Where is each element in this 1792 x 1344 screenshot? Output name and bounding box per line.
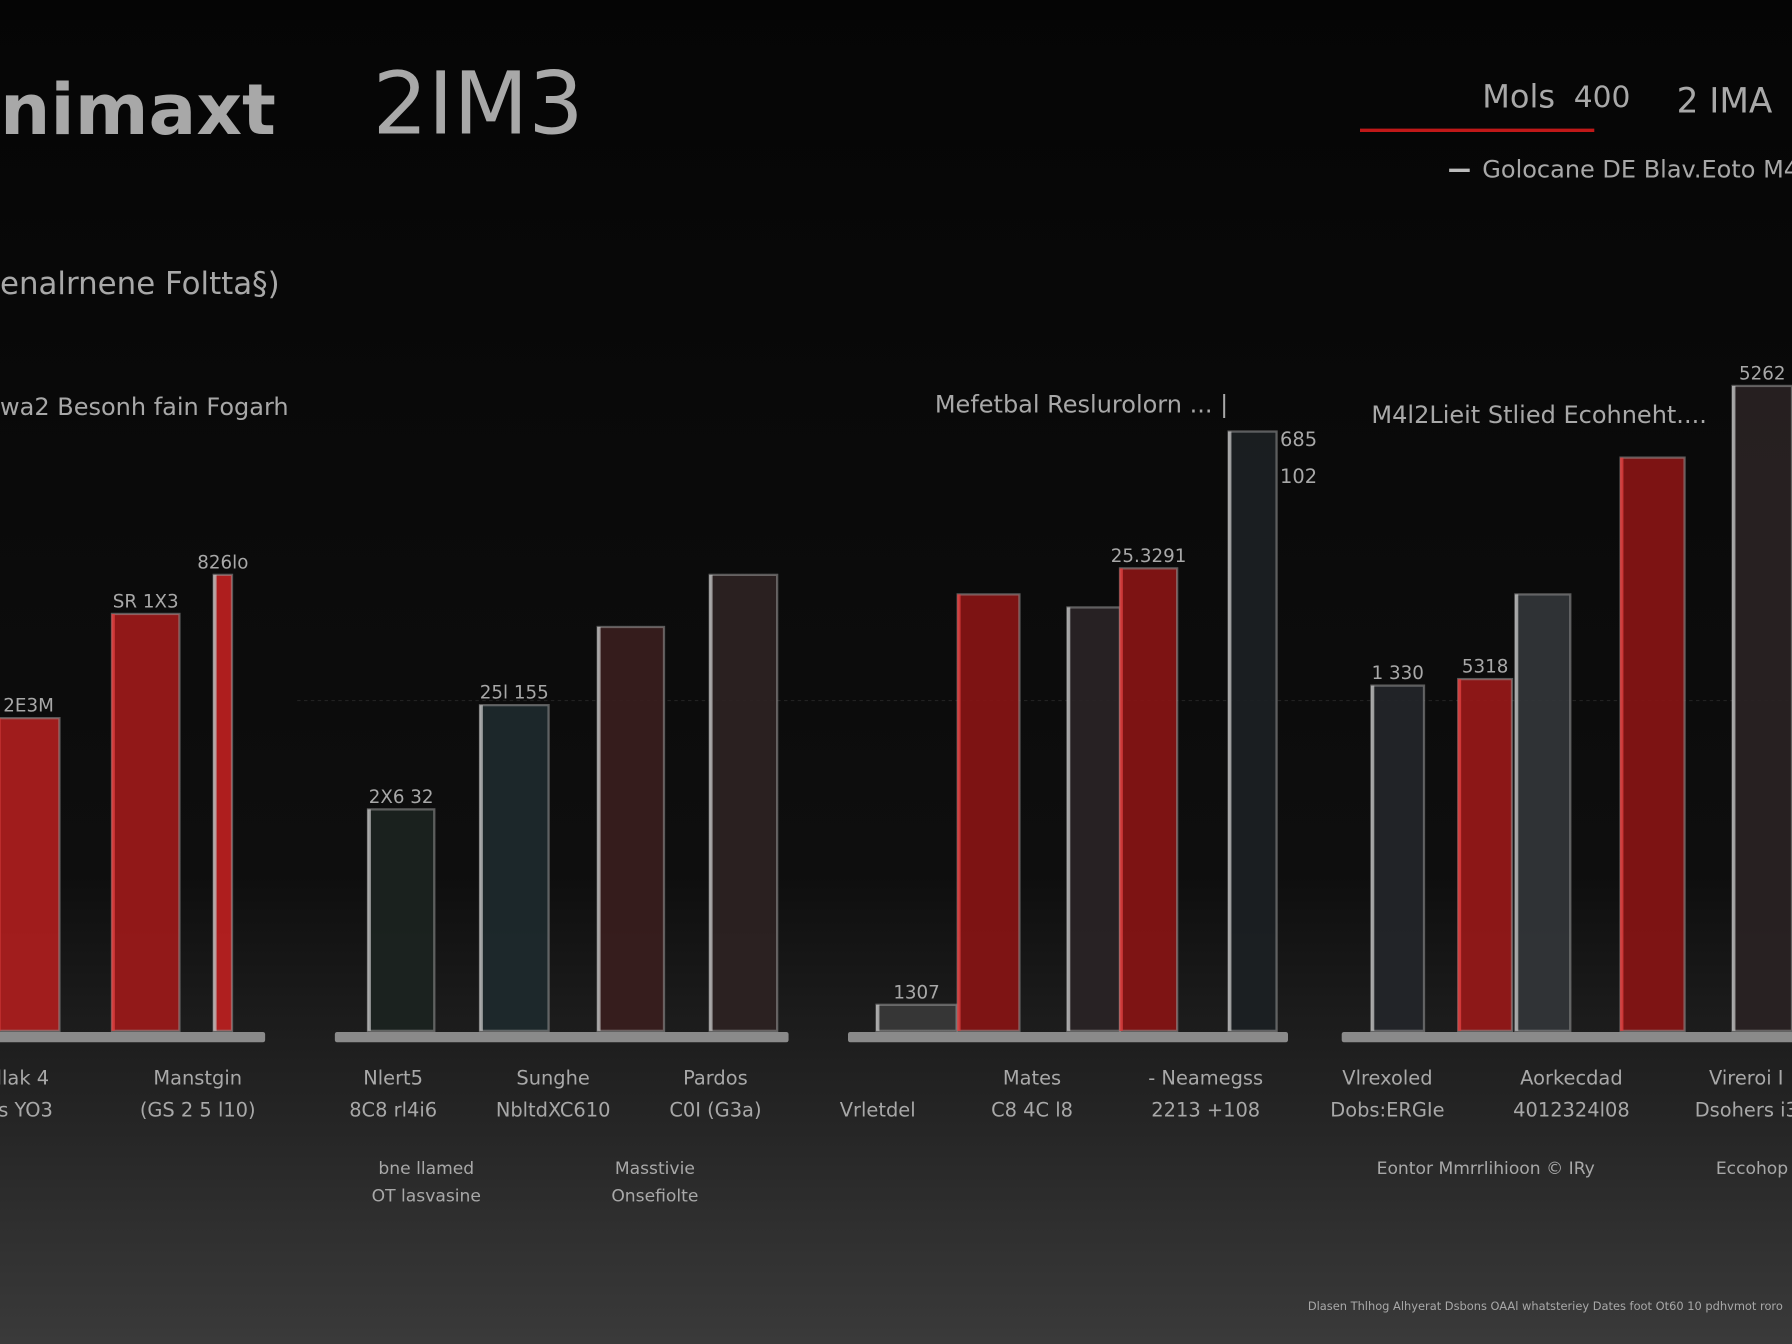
bar: [1227, 430, 1278, 1033]
bar-text: 1307: [893, 982, 940, 1003]
bar: [1118, 567, 1179, 1032]
bar: [1514, 593, 1572, 1032]
bar: [596, 625, 666, 1032]
bar: [956, 593, 1021, 1032]
bar-text: 5262: [1739, 364, 1786, 385]
category-label: Manstgin: [153, 1066, 242, 1089]
bar: [1066, 606, 1122, 1032]
bar-text: 25l 155: [480, 683, 549, 704]
legend-value: 400: [1574, 80, 1631, 115]
category-sublabel: ls YO3: [0, 1098, 53, 1121]
platform: [1341, 1032, 1792, 1043]
category-sublabel: 2213 +108: [1151, 1098, 1260, 1121]
note: bne llamed: [378, 1159, 474, 1179]
bar: [1457, 677, 1514, 1032]
chart-title: Mefetbal Reslurolorn ... |: [935, 391, 1228, 419]
bar-text: 25.3291: [1111, 546, 1187, 567]
bar-text: 826lo: [197, 552, 248, 573]
category-sublabel: Dobs:ERGIe: [1330, 1098, 1444, 1121]
category-label: Vlrexoled: [1342, 1066, 1432, 1089]
bar-text: 1 330: [1372, 663, 1424, 684]
category-label: Aorkecdad: [1520, 1066, 1622, 1089]
category-sublabel: C8 4C l8: [991, 1098, 1073, 1121]
category-label: Pardos: [683, 1066, 748, 1089]
bar: [366, 808, 436, 1033]
bar-text: 5318: [1462, 657, 1509, 678]
title-2: 2IM3: [373, 54, 584, 155]
note: Eontor Mmrrlihioon © IRy: [1377, 1159, 1595, 1179]
category-sublabel: NbltdXC610: [496, 1098, 611, 1121]
category-label: llak 4: [0, 1066, 49, 1089]
note: Onsefiolte: [611, 1187, 698, 1207]
bar-text: 2X6 32: [369, 787, 434, 808]
bar-text: 685: [1280, 428, 1317, 451]
bar: [1370, 684, 1426, 1033]
category-label: Mates: [1003, 1066, 1061, 1089]
note: Eccohop: [1716, 1159, 1788, 1179]
legend-extra: 2 IMA: [1677, 81, 1773, 121]
bar: [0, 717, 61, 1033]
category-label: Sunghe: [516, 1066, 589, 1089]
category-sublabel: (GS 2 5 l10): [140, 1098, 256, 1121]
category-label: - Neamegss: [1148, 1066, 1263, 1089]
platform: [848, 1032, 1288, 1043]
category-sublabel: Dsohers i3: [1695, 1098, 1792, 1121]
footer: Dlasen Thlhog Alhyerat Dsbons OAAl whats…: [1308, 1299, 1783, 1313]
bar: [478, 704, 550, 1032]
title: nimaxt: [0, 68, 276, 151]
category-sublabel: 4012324l08: [1513, 1098, 1630, 1121]
bar-text: 2E3M: [3, 696, 54, 717]
category-sublabel: 8C8 rl4i6: [349, 1098, 437, 1121]
category-label: Nlert5: [363, 1066, 423, 1089]
bar: [1619, 456, 1686, 1032]
category-sublabel: Vrletdel: [840, 1098, 916, 1121]
legend-label: Mols: [1482, 77, 1555, 115]
category-sublabel: C0I (G3a): [669, 1098, 761, 1121]
bar: [110, 612, 181, 1032]
note: Masstivie: [615, 1159, 695, 1179]
chart-title: M4l2Lieit Stlied Ecohneht....: [1371, 401, 1706, 429]
category-label: Vireroi I: [1709, 1066, 1783, 1089]
platform: [0, 1032, 266, 1043]
subtitle: enalrnene Foltta§): [0, 266, 280, 302]
legend-series: Golocane DE Blav.Eoto M4: [1482, 155, 1792, 183]
bar: [708, 573, 779, 1032]
bar-text: SR 1X3: [113, 592, 179, 613]
chart-title: wa2 Besonh fain Fogarh: [0, 393, 289, 421]
bar-text: 102: [1280, 465, 1317, 488]
note: OT lasvasine: [372, 1187, 481, 1207]
bar: [875, 1003, 958, 1033]
bar: [1731, 384, 1792, 1032]
platform: [334, 1032, 789, 1043]
